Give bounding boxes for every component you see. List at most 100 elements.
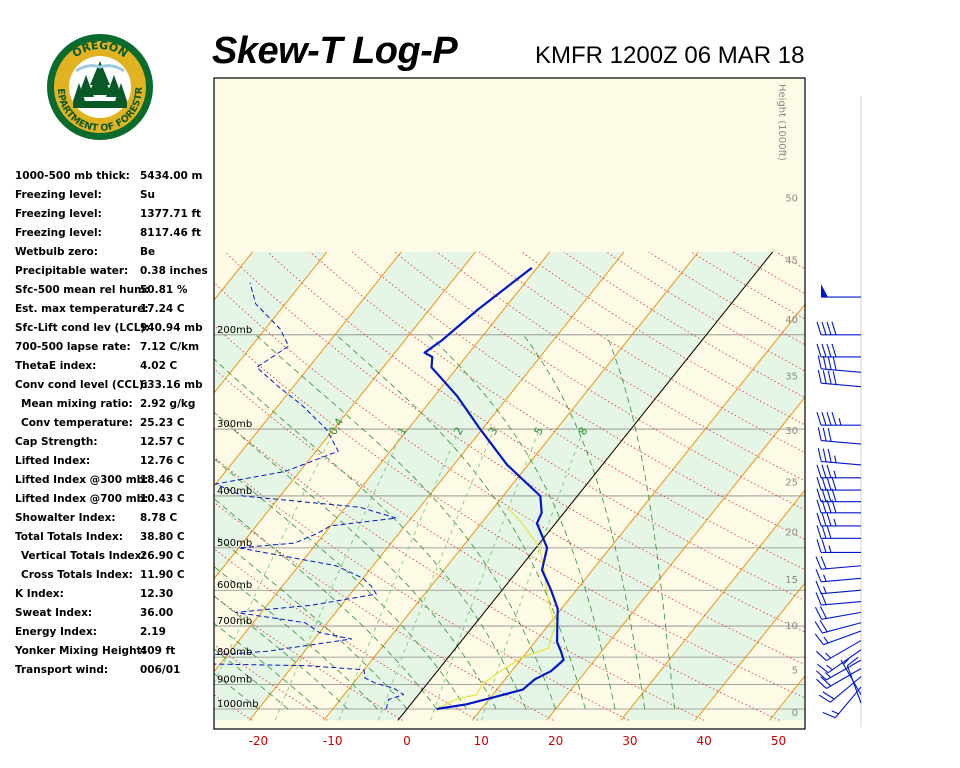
isotherm-line xyxy=(471,303,805,721)
dry-adiabat xyxy=(436,251,805,482)
index-label: Sweat Index: xyxy=(15,607,93,619)
wind-barb-full xyxy=(816,678,827,689)
wind-barb-full xyxy=(814,606,823,620)
wind-barb-half xyxy=(828,545,832,553)
wind-barb-full xyxy=(818,694,831,703)
index-value: 25.23 C xyxy=(140,417,185,429)
wind-barb xyxy=(815,555,862,570)
moist-adiabat xyxy=(214,648,289,710)
index-label: 1000-500 mb thick: xyxy=(15,170,130,182)
index-row: Total Totals Index: 38.80 C xyxy=(15,531,220,550)
index-row: Vertical Totals Index: 26.90 C xyxy=(15,550,220,569)
index-label: Freezing level: xyxy=(15,227,102,239)
index-label: Transport wind: xyxy=(15,664,109,676)
moist-adiabat xyxy=(214,622,319,710)
wind-barb xyxy=(817,649,862,674)
wind-barb-full xyxy=(820,676,832,687)
index-label: Cap Strength: xyxy=(15,436,98,448)
dewpoint-trace-line xyxy=(214,282,405,710)
wind-barb xyxy=(816,640,862,662)
moist-adiabat xyxy=(214,498,438,710)
wind-barb-full xyxy=(826,343,832,358)
index-label: Wetbulb zero: xyxy=(15,246,98,258)
wind-barb-half xyxy=(826,664,833,671)
x-tick-label: -10 xyxy=(323,734,343,748)
wind-barb xyxy=(815,580,862,595)
wind-barb-staff xyxy=(821,368,862,373)
wind-barb xyxy=(821,284,861,298)
wind-barb xyxy=(816,321,861,336)
wind-barb-full xyxy=(822,448,827,462)
wind-barb-full xyxy=(822,355,827,370)
index-value: Su xyxy=(140,189,156,201)
wind-barb-full xyxy=(826,412,832,426)
wind-barb xyxy=(815,568,862,583)
index-row: 1000-500 mb thick: 5434.00 m xyxy=(15,170,220,189)
wind-barb-full xyxy=(822,427,827,442)
isobar-label: 600mb xyxy=(217,580,252,591)
zero-isotherm-line xyxy=(397,251,774,721)
wind-barb-staff xyxy=(827,649,862,674)
isotherm-band xyxy=(323,251,773,721)
height-tick-label: 35 xyxy=(785,372,798,383)
wind-barb-full xyxy=(817,448,822,462)
height-axis-label: Height (1000ft) xyxy=(776,84,787,161)
index-value: 17.24 C xyxy=(140,303,185,315)
wind-barb-full xyxy=(827,448,832,463)
index-value: 26.90 C xyxy=(140,550,185,562)
index-row: Freezing level: 8117.46 ft xyxy=(15,227,220,246)
dry-adiabat xyxy=(214,548,479,721)
height-tick-label: 40 xyxy=(785,315,798,326)
index-row: Lifted Index: 12.76 C xyxy=(15,455,220,474)
index-label: Freezing level: xyxy=(15,189,102,201)
index-label: Sfc-Lift cond lev (LCL): xyxy=(15,322,150,334)
wind-barb-full xyxy=(831,476,837,491)
index-row: Est. max temperature: 17.24 C xyxy=(15,303,220,322)
mixing-ratio-line xyxy=(338,428,460,721)
wind-barb-staff xyxy=(830,676,862,703)
index-value: 7.12 C/km xyxy=(140,341,200,353)
isotherm-line xyxy=(214,251,328,394)
index-label: Total Totals Index: xyxy=(15,531,123,543)
isotherm-line xyxy=(546,396,805,721)
wind-barb xyxy=(816,512,861,527)
wind-barb xyxy=(817,355,862,373)
wind-barb-full xyxy=(815,592,822,606)
wind-barb xyxy=(817,427,862,445)
wind-barb-full xyxy=(815,580,822,594)
index-value: 4.02 C xyxy=(140,360,178,372)
isobar-label: 400mb xyxy=(217,486,252,497)
index-value: 940.94 mb xyxy=(140,322,203,334)
moist-adiabat xyxy=(214,358,527,710)
plot-area xyxy=(0,251,805,721)
oregon-forestry-logo: OREGON DEPARTMENT OF FORESTRY xyxy=(46,33,153,140)
moist-adiabat xyxy=(214,533,408,710)
index-row: Transport wind: 006/01 xyxy=(15,664,220,683)
isobar-label: 1000mb xyxy=(217,699,259,710)
height-tick-label: 15 xyxy=(785,575,798,586)
index-value: 8.78 C xyxy=(140,512,178,524)
wind-barb-full xyxy=(816,670,827,681)
wind-barb-full xyxy=(814,621,823,634)
wind-barb-full xyxy=(820,555,827,569)
wind-barb-full xyxy=(815,556,822,570)
index-label: Yonker Mixing Height: xyxy=(15,645,146,657)
height-tick-label: 5 xyxy=(792,665,798,676)
moist-adiabat xyxy=(606,334,675,710)
isobar-label: 300mb xyxy=(217,419,252,430)
isobar-label: 200mb xyxy=(217,325,252,336)
station-time-label: KMFR 1200Z 06 MAR 18 xyxy=(535,42,805,69)
isobar-label: 700mb xyxy=(217,616,252,627)
wind-barb-full xyxy=(822,370,827,384)
parcel-trace-line xyxy=(436,506,556,710)
wind-barb-full xyxy=(822,711,836,719)
index-row: 700-500 lapse rate: 7.12 C/km xyxy=(15,341,220,360)
dry-adiabat xyxy=(214,324,805,699)
wind-barb-full xyxy=(816,321,822,335)
wind-barb-full xyxy=(821,525,827,539)
index-value: 5434.00 m xyxy=(140,170,203,182)
isotherm-line xyxy=(0,252,30,720)
index-row: Conv cond level (CCL): 633.16 mb xyxy=(15,379,220,398)
wind-barb-full xyxy=(821,488,827,502)
